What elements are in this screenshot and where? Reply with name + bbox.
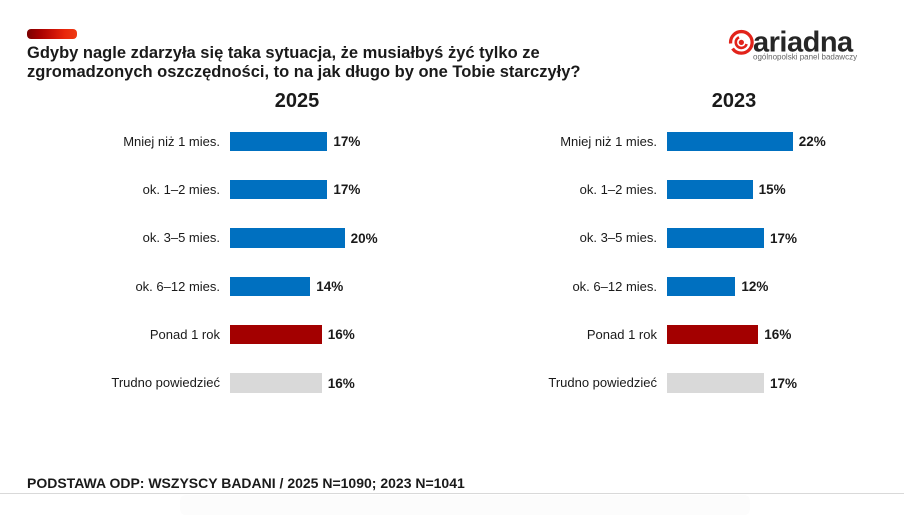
svg-text:ogólnopolski panel badawczy: ogólnopolski panel badawczy [753, 53, 857, 62]
